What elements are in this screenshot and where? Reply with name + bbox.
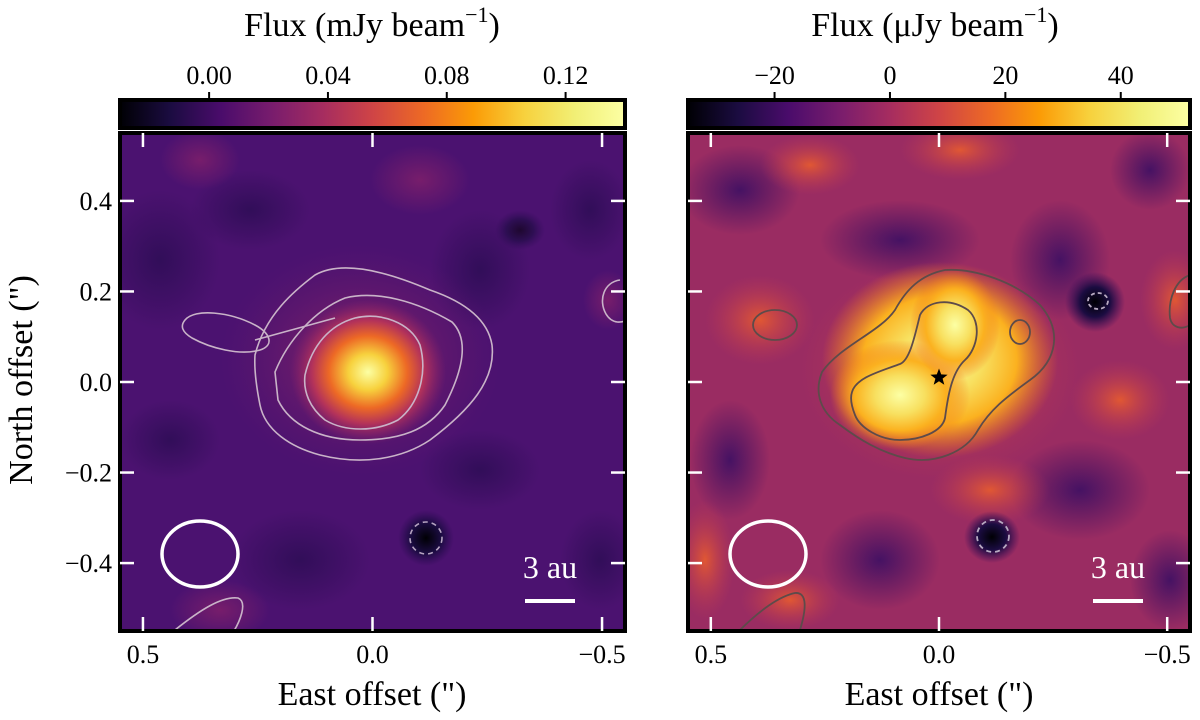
right-colorbar-label: Flux (μJy beam−1): [811, 2, 1059, 44]
star-marker: [930, 368, 948, 385]
left-y-tick-label: −0.2: [65, 459, 112, 488]
left-scalebar-label: 3 au: [523, 549, 577, 585]
left-x-tick-label: 0.5: [127, 640, 160, 669]
left-x-tick-label: 0.0: [356, 640, 389, 669]
right-beam-ellipse: [728, 519, 808, 589]
right-flux-map: [688, 133, 1190, 631]
left-y-tick-label: 0.4: [80, 187, 113, 216]
right-colorbar-tick-label: 40: [1108, 61, 1134, 90]
right-scalebar-label: 3 au: [1091, 549, 1145, 585]
right-colorbar: [686, 98, 1192, 130]
left-beam-ellipse: [160, 519, 240, 589]
right-colorbar-tick-label: 0: [883, 61, 896, 90]
right-panel: Flux (μJy beam−1) −20 0 20 40: [686, 2, 1192, 713]
left-colorbar-label: Flux (mJy beam−1): [244, 2, 500, 44]
left-y-tick-label: 0.0: [80, 368, 113, 397]
left-panel: Flux (mJy beam−1) 0.00 0.04 0.08 0.12: [3, 2, 627, 713]
left-flux-map: [120, 133, 625, 631]
left-colorbar: [118, 98, 627, 130]
left-contours: [174, 267, 625, 631]
left-y-tick-label: 0.2: [80, 277, 113, 306]
left-colorbar-tick-label: 0.04: [305, 61, 351, 90]
left-y-tick-label: −0.4: [65, 549, 112, 578]
right-colorbar-tick-label: −20: [754, 61, 795, 90]
right-x-tick-label: −0.5: [1144, 640, 1191, 669]
right-x-tick-label: 0.0: [923, 640, 956, 669]
left-colorbar-tick-label: 0.08: [424, 61, 470, 90]
right-x-label: East offset ("): [845, 676, 1034, 713]
left-colorbar-tick-label: 0.12: [543, 61, 589, 90]
right-contours: [739, 268, 1190, 631]
left-y-label: North offset ("): [3, 275, 40, 485]
right-x-tick-label: 0.5: [695, 640, 728, 669]
left-x-label: East offset ("): [278, 676, 467, 713]
left-colorbar-tick-label: 0.00: [186, 61, 232, 90]
left-x-tick-label: −0.5: [578, 640, 625, 669]
right-colorbar-tick-label: 20: [992, 61, 1018, 90]
